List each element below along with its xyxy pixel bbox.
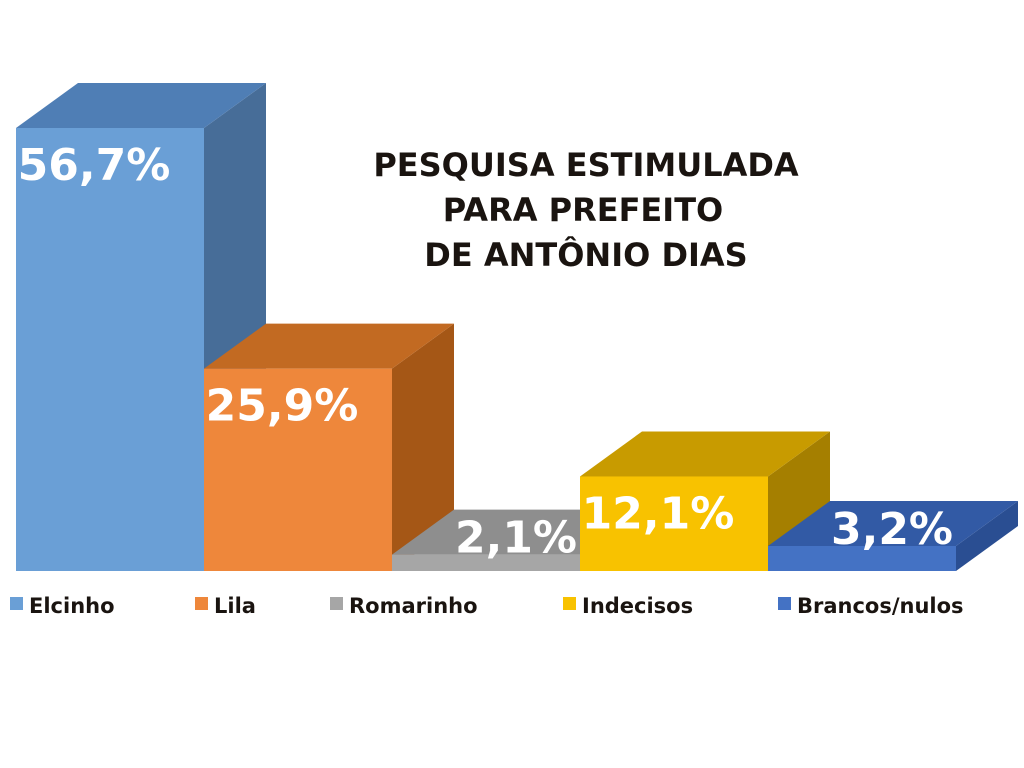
bar-indecisos xyxy=(580,476,768,571)
legend: Elcinho Lila Romarinho Indecisos Brancos/nul… xyxy=(10,594,964,618)
chart-title: PESQUISA ESTIMULADA PARA PREFEITO DE ANT… xyxy=(373,146,799,274)
legend-label-lila: Lila xyxy=(214,594,256,618)
legend-label-elcinho: Elcinho xyxy=(29,594,115,618)
value-label-romarinho: 2,1% xyxy=(455,513,577,564)
chart-title-line-3: DE ANTÔNIO DIAS xyxy=(424,235,747,274)
value-labels-layer: 56,7% 25,9% 2,1% 12,1% 3,2% xyxy=(18,140,953,564)
bar-top-brancos-nulos xyxy=(768,500,1018,546)
bar-top-indecisos xyxy=(580,431,830,477)
legend-swatch-romarinho xyxy=(330,597,343,610)
bar-side-brancos-nulos xyxy=(956,500,1018,571)
legend-swatch-indecisos xyxy=(563,597,576,610)
bar-elcinho xyxy=(16,128,204,571)
value-label-brancos-nulos: 3,2% xyxy=(831,504,953,555)
bar-top-lila xyxy=(204,323,454,369)
value-label-lila: 25,9% xyxy=(206,381,359,432)
chart-title-line-1: PESQUISA ESTIMULADA xyxy=(373,146,799,184)
value-label-indecisos: 12,1% xyxy=(582,488,735,539)
legend-label-brancos-nulos: Brancos/nulos xyxy=(797,594,964,618)
legend-swatch-lila xyxy=(195,597,208,610)
legend-label-indecisos: Indecisos xyxy=(582,594,693,618)
legend-label-romarinho: Romarinho xyxy=(349,594,478,618)
bar-lila xyxy=(204,368,392,571)
legend-swatch-elcinho xyxy=(10,597,23,610)
bars-layer xyxy=(16,83,1018,571)
bar-brancos-nulos xyxy=(768,545,956,571)
bar-side-lila xyxy=(392,323,454,571)
bar-romarinho xyxy=(392,554,580,571)
legend-swatch-brancos-nulos xyxy=(778,597,791,610)
chart-title-line-2: PARA PREFEITO xyxy=(443,191,723,229)
value-label-elcinho: 56,7% xyxy=(18,140,171,191)
bar-top-romarinho xyxy=(392,509,642,555)
bar-top-elcinho xyxy=(16,83,266,128)
